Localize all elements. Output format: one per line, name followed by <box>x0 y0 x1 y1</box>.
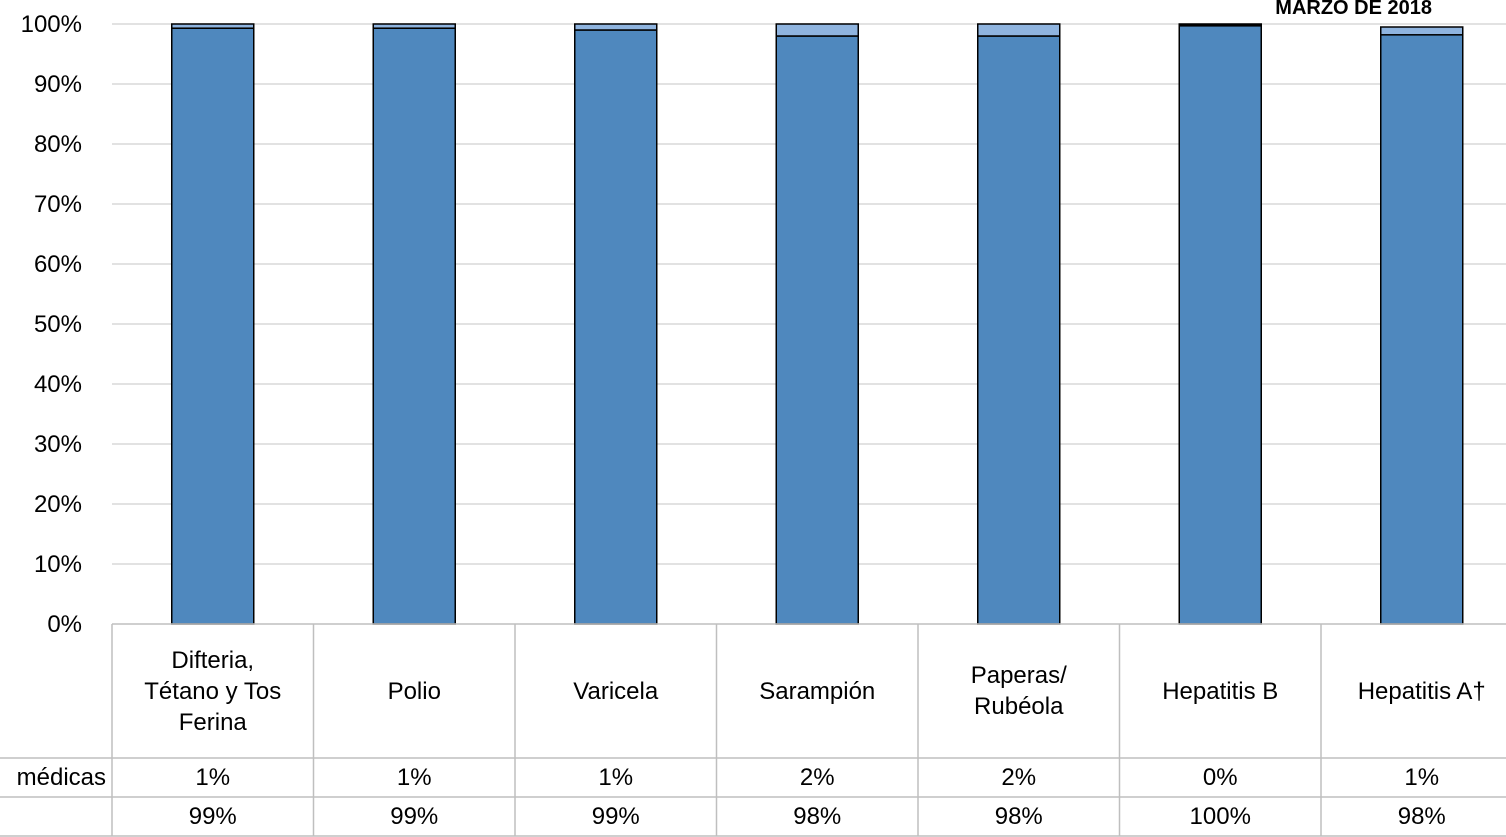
y-tick-label: 70% <box>34 191 82 218</box>
chart-title: MARZO DE 2018 <box>1275 0 1432 19</box>
bar-segment <box>1178 23 1262 26</box>
y-tick-label: 0% <box>47 611 82 638</box>
bar-segment <box>574 23 658 31</box>
y-tick-label: 100% <box>21 11 82 38</box>
table-cell: 1% <box>1404 763 1440 791</box>
category-label: Difteria, Tétano y Tos Ferina <box>144 646 282 736</box>
table-cell: 2% <box>799 763 835 791</box>
table-cell: 100% <box>1189 802 1251 830</box>
bar-segment <box>1380 34 1464 625</box>
y-tick-label: 40% <box>34 371 82 398</box>
y-tick-label: 60% <box>34 251 82 278</box>
y-tick-label: 20% <box>34 491 82 518</box>
category-label: Polio <box>387 677 441 705</box>
table-cell: 98% <box>994 802 1043 830</box>
category-label: Sarampión <box>759 677 876 705</box>
table-cell: 1% <box>396 763 432 791</box>
bar-segment <box>171 27 255 625</box>
category-label: Paperas/ Rubéola <box>970 662 1067 720</box>
bar-segment <box>775 23 859 37</box>
table-row-label <box>0 797 106 836</box>
bar-segment <box>977 35 1061 625</box>
bar-segment <box>977 23 1061 37</box>
bar-segment <box>171 23 255 29</box>
table-cell: 1% <box>598 763 634 791</box>
table-cell: 99% <box>591 802 640 830</box>
category-label: Varicela <box>573 677 659 705</box>
table-row-label: médicas <box>16 763 106 791</box>
bar-segment <box>1380 26 1464 36</box>
y-tick-label: 10% <box>34 551 82 578</box>
category-label: Hepatitis A† <box>1357 677 1486 705</box>
table-cell: 0% <box>1202 763 1238 791</box>
bar-segment <box>574 29 658 625</box>
table-cell: 99% <box>390 802 439 830</box>
table-cell: 1% <box>195 763 231 791</box>
y-tick-label: 30% <box>34 431 82 458</box>
y-tick-label: 90% <box>34 71 82 98</box>
table-cell: 2% <box>1001 763 1037 791</box>
table-cell: 99% <box>188 802 237 830</box>
bar-segment <box>1178 25 1262 625</box>
table-cell: 98% <box>1397 802 1446 830</box>
y-tick-label: 80% <box>34 131 82 158</box>
bar-segment <box>372 23 456 29</box>
bar-segment <box>372 27 456 625</box>
bar-segment <box>775 35 859 625</box>
table-cell: 98% <box>793 802 842 830</box>
category-label: Hepatitis B <box>1162 677 1279 705</box>
y-tick-label: 50% <box>34 311 82 338</box>
